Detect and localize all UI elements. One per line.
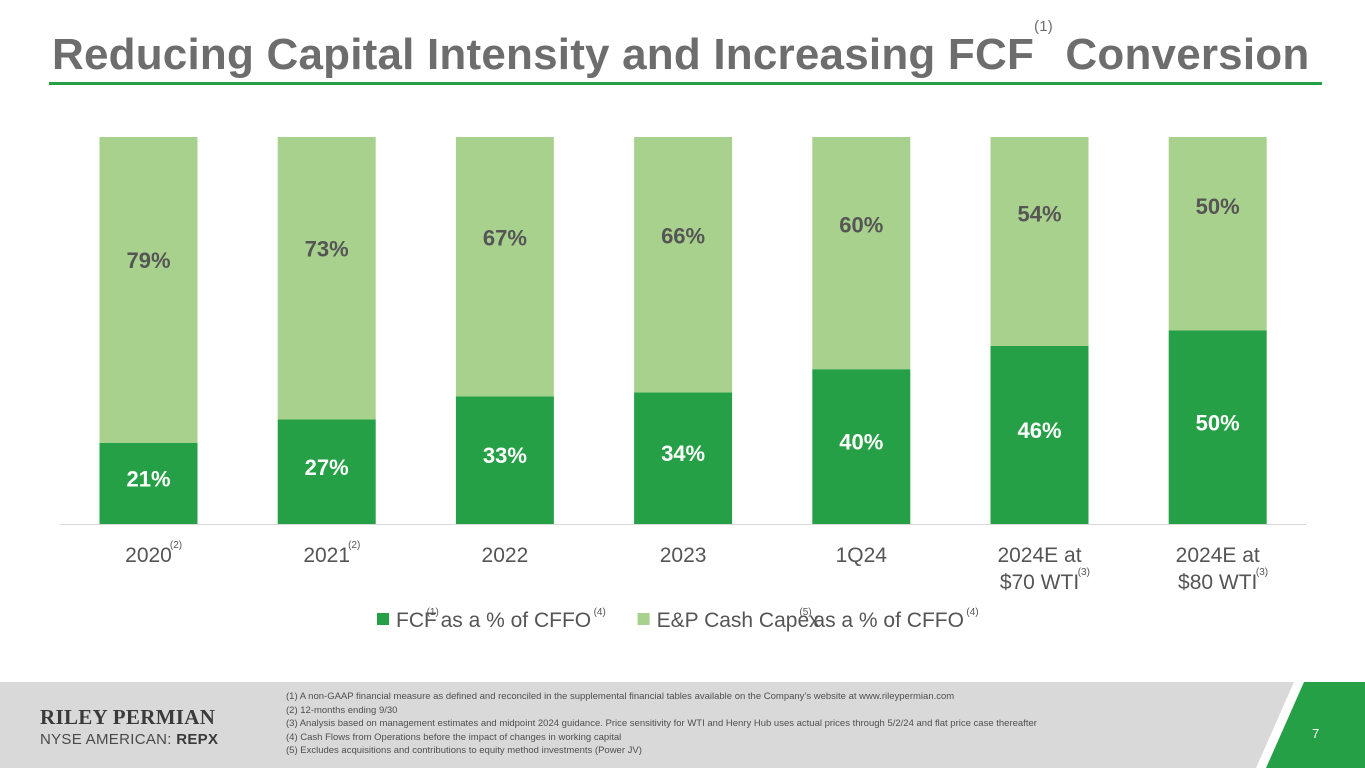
- x-tick-label-5-1: $70 WTI: [1000, 571, 1079, 594]
- fcf-data-label-0: 21%: [126, 466, 170, 491]
- fcf-data-label-3: 34%: [661, 441, 705, 466]
- fcf-data-label-6: 50%: [1196, 410, 1240, 435]
- capex-bar-6: [1168, 137, 1267, 331]
- legend-text-0-3: (4): [594, 607, 606, 618]
- company-logo-name: RILEY PERMIAN: [40, 705, 216, 729]
- fcf-data-label-4: 40%: [839, 430, 883, 455]
- capex-data-label-5: 54%: [1017, 201, 1061, 226]
- x-tick-footnote-5: (3): [1078, 567, 1090, 578]
- title-main: Reducing Capital Intensity and Increasin…: [52, 30, 1035, 79]
- legend-text-1-0: E&P Cash Capex: [657, 609, 821, 632]
- x-tick-label-6-0: 2024E at: [1176, 544, 1260, 567]
- title-footnote-ref: (1): [1034, 18, 1053, 35]
- legend-text-0-0: FCF: [396, 609, 437, 632]
- x-tick-footnote-6: (3): [1256, 567, 1268, 578]
- legend-text-1-2: as a % of CFFO: [813, 609, 964, 632]
- x-tick-label-3-0: 2023: [660, 544, 707, 567]
- footnote-4: (4) Cash Flows from Operations before th…: [286, 731, 622, 743]
- x-tick-label-2-0: 2022: [482, 544, 529, 567]
- capex-data-label-6: 50%: [1196, 194, 1240, 219]
- x-tick-label-0-0: 2020: [125, 544, 172, 567]
- legend-text-0-1: (1): [427, 607, 439, 618]
- capex-bar-0: [99, 137, 198, 443]
- x-tick-label-5-0: 2024E at: [997, 544, 1081, 567]
- fcf-bar-3: [634, 392, 733, 524]
- capex-data-label-1: 73%: [305, 237, 349, 262]
- exchange-label: NYSE AMERICAN:: [40, 731, 177, 748]
- fcf-bar-6: [1168, 330, 1267, 524]
- capex-bar-5: [990, 137, 1089, 346]
- capex-data-label-0: 79%: [126, 248, 170, 273]
- capex-bar-4: [812, 137, 911, 370]
- footnote-3: (3) Analysis based on management estimat…: [286, 718, 1037, 730]
- fcf-bar-0: [99, 442, 198, 524]
- footnote-1: (1) A non-GAAP financial measure as defi…: [286, 691, 955, 702]
- footer-accent-shape: [1256, 682, 1365, 768]
- page-number: 7: [1312, 726, 1320, 741]
- page-title: Reducing Capital Intensity and Increasin…: [52, 18, 1310, 80]
- footnotes: (1) A non-GAAP financial measure as defi…: [286, 690, 1037, 758]
- capex-bar-3: [634, 137, 733, 393]
- title-underline: [49, 82, 1322, 85]
- fcf-data-label-1: 27%: [305, 455, 349, 480]
- legend-swatch-1: [637, 613, 650, 625]
- footnote-2: (2) 12-months ending 9/30: [286, 704, 398, 716]
- legend-text-1-3: (4): [966, 607, 978, 618]
- exchange-listing: NYSE AMERICAN: REPX: [40, 731, 218, 748]
- legend-text-1-1: (5): [799, 607, 811, 618]
- fcf-bar-5: [990, 345, 1089, 524]
- capex-data-label-4: 60%: [839, 212, 883, 237]
- capex-bar-2: [455, 137, 554, 397]
- ticker-symbol: REPX: [176, 731, 219, 748]
- stacked-bar-chart: 21%79%2020(2)27%73%2021(2)33%67%202234%6…: [60, 137, 1306, 632]
- fcf-bar-4: [812, 369, 911, 524]
- x-tick-label-4-0: 1Q24: [836, 544, 888, 567]
- fcf-bar-1: [277, 419, 376, 524]
- capex-bar-1: [277, 137, 376, 420]
- footnote-5: (5) Excludes acquisitions and contributi…: [286, 745, 642, 757]
- fcf-data-label-2: 33%: [483, 443, 527, 468]
- x-tick-label-1-0: 2021: [303, 544, 350, 567]
- x-tick-footnote-0: (2): [170, 540, 182, 551]
- capex-data-label-2: 67%: [483, 225, 527, 250]
- legend-text-0-2: as a % of CFFO: [441, 609, 592, 632]
- x-tick-label-6-1: $80 WTI: [1178, 571, 1257, 594]
- x-tick-footnote-1: (2): [348, 540, 360, 551]
- footer-bar: [0, 682, 1365, 768]
- capex-data-label-3: 66%: [661, 224, 705, 249]
- legend-swatch-0: [377, 613, 389, 625]
- title-suffix: Conversion: [1052, 30, 1310, 79]
- fcf-bar-2: [455, 396, 554, 524]
- fcf-data-label-5: 46%: [1017, 418, 1061, 443]
